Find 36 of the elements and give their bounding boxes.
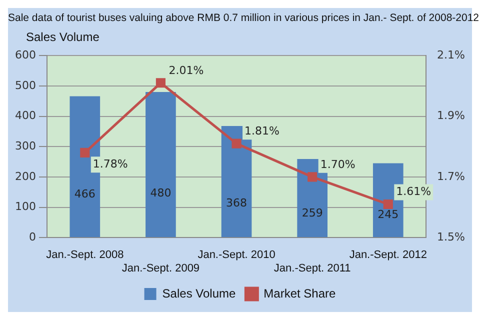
y2-tick-label: 2.1% bbox=[437, 48, 466, 62]
x-tick-label: Jan.-Sept. 2012 bbox=[349, 249, 427, 262]
legend-label: Market Share bbox=[264, 286, 336, 300]
chart-title: Sale data of tourist buses valuing above RMB 0.7 million in various prices in Jan.- Sept. of 2008-2012 bbox=[8, 11, 480, 26]
y-tick-label: 300 bbox=[14, 139, 36, 152]
data-label: 480 bbox=[150, 186, 172, 200]
y-axis-title: Sales Volume bbox=[25, 30, 100, 46]
y-tick-label: 100 bbox=[14, 200, 36, 214]
data-label: 245 bbox=[378, 208, 399, 221]
point bbox=[383, 199, 393, 210]
point bbox=[308, 172, 318, 182]
y-tick-label: 500 bbox=[14, 78, 36, 92]
data-label: 1.61% bbox=[396, 185, 432, 198]
y2-tick-label: 1.7% bbox=[437, 170, 466, 183]
y-tick-label: 600 bbox=[14, 48, 36, 62]
data-label: 1.81% bbox=[244, 124, 280, 138]
x-tick-label: Jan.-Sept. 2011 bbox=[274, 262, 351, 274]
data-label: 466 bbox=[74, 188, 96, 201]
y-tick-label: 0 bbox=[28, 230, 36, 244]
x-tick-label: Jan.-Sept. 2010 bbox=[198, 249, 276, 262]
point bbox=[80, 148, 90, 158]
data-label: 2.01% bbox=[168, 64, 204, 77]
point bbox=[232, 138, 242, 148]
y-tick-label: 400 bbox=[14, 109, 36, 122]
data-label: 259 bbox=[302, 206, 323, 220]
legend-label: Sales Volume bbox=[162, 286, 236, 300]
data-label: 368 bbox=[226, 196, 248, 210]
bar bbox=[146, 92, 176, 238]
y2-tick-label: 1.9% bbox=[437, 109, 466, 122]
data-label: 1.70% bbox=[320, 158, 356, 171]
y2-tick-label: 1.5% bbox=[437, 230, 466, 244]
x-tick-label: Jan.-Sept. 2009 bbox=[122, 262, 200, 274]
y-tick-label: 200 bbox=[14, 170, 36, 183]
point bbox=[156, 78, 166, 88]
x-tick-label: Jan.-Sept. 2008 bbox=[46, 249, 124, 262]
data-label: 1.78% bbox=[92, 158, 128, 171]
